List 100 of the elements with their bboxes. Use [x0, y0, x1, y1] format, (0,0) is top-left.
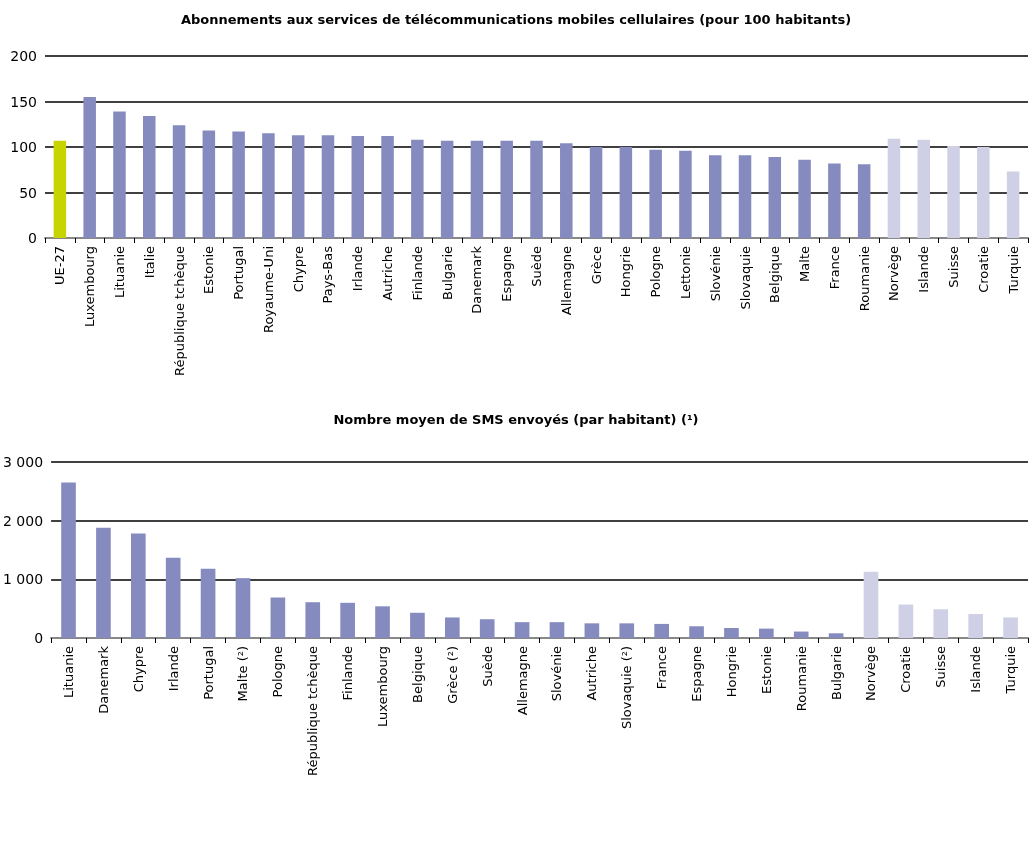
bar	[1006, 171, 1020, 238]
x-tick-label: Malte (²)	[235, 646, 251, 702]
x-tick-label: Lituanie	[111, 246, 127, 299]
x-tick-label: Grèce	[588, 246, 604, 285]
bar	[828, 633, 844, 638]
bar	[947, 146, 960, 238]
bar	[440, 140, 454, 238]
bar	[724, 628, 739, 638]
x-tick-label: France	[654, 646, 670, 690]
bar	[530, 140, 543, 238]
bar	[165, 557, 181, 638]
bar	[500, 140, 513, 238]
x-tick-label: Slovénie	[549, 646, 565, 702]
bar	[887, 138, 901, 238]
bar	[793, 631, 809, 638]
bar	[857, 164, 871, 238]
bar	[514, 622, 530, 638]
bar	[479, 619, 495, 638]
y-tick-label: 0	[34, 630, 44, 646]
x-tick-label: Allemagne	[558, 246, 574, 316]
x-tick-label: UE-27	[52, 246, 68, 285]
x-tick-label: Espagne	[689, 646, 705, 702]
bar	[305, 602, 321, 638]
bar	[172, 125, 186, 238]
x-tick-label: Croatie	[975, 246, 991, 293]
x-tick-label: Irlande	[350, 246, 366, 292]
x-tick-label: Luxembourg	[82, 246, 98, 328]
bar	[1003, 617, 1018, 638]
bar	[340, 602, 355, 638]
x-tick-label: Islande	[916, 246, 932, 293]
y-tick-label: 150	[10, 93, 37, 110]
bar	[679, 150, 692, 238]
x-tick-label: Lettonie	[677, 246, 693, 300]
bar	[863, 571, 879, 638]
bar	[411, 139, 424, 238]
bar	[130, 533, 146, 638]
x-tick-label: Turquie	[1003, 646, 1019, 695]
x-tick-label: Hongrie	[618, 246, 634, 298]
bar	[96, 527, 111, 638]
bar	[549, 622, 565, 638]
bar	[968, 613, 983, 638]
x-tick-label: Norvège	[863, 646, 879, 701]
bar	[798, 159, 811, 238]
y-tick-label: 100	[10, 139, 37, 155]
x-tick-label: Bulgarie	[828, 646, 844, 700]
bar	[470, 140, 484, 238]
x-tick-label: Luxembourg	[375, 646, 391, 728]
x-tick-label: Pays-Bas	[320, 245, 336, 304]
bar	[898, 604, 914, 638]
x-tick-label: Espagne	[499, 246, 515, 302]
bar	[235, 578, 251, 638]
x-tick-label: Slovaquie	[737, 246, 753, 310]
chart-title: Abonnements aux services de télécommunications mobiles cellulaires (pour 100 habitants)	[180, 12, 852, 27]
y-tick-label: 50	[19, 184, 37, 201]
x-tick-label: Roumanie	[856, 246, 872, 312]
bar	[113, 111, 126, 238]
x-tick-label: Malte	[797, 246, 813, 282]
bar	[689, 626, 704, 638]
bar	[589, 147, 603, 238]
bar	[291, 135, 305, 238]
y-tick-label: 2 000	[2, 512, 44, 529]
x-tick-label: Autriche	[584, 646, 600, 701]
x-tick-label: Autriche	[380, 246, 396, 301]
x-tick-label: Suisse	[946, 246, 962, 288]
bar	[977, 147, 990, 238]
bar	[410, 612, 425, 638]
x-tick-label: Lituanie	[61, 646, 77, 699]
bar	[738, 155, 752, 238]
bar	[200, 568, 216, 638]
x-tick-label: Grèce (²)	[444, 646, 460, 704]
bar	[53, 140, 67, 238]
bar	[83, 96, 96, 238]
x-tick-label: Finlande	[340, 646, 356, 701]
y-tick-label: 3 000	[2, 454, 44, 470]
bar	[933, 609, 949, 638]
x-tick-label: Islande	[968, 646, 984, 693]
x-tick-label: Norvège	[886, 246, 902, 301]
bar	[444, 617, 460, 638]
bar	[917, 139, 930, 238]
x-tick-label: Suisse	[933, 646, 949, 688]
x-tick-label: Belgique	[409, 646, 425, 703]
bar	[619, 623, 635, 638]
bar	[321, 135, 335, 238]
x-tick-label: Italie	[141, 246, 157, 279]
x-tick-label: Chypre	[130, 646, 146, 693]
x-tick-label: Suède	[479, 646, 495, 687]
x-tick-label: Estonie	[758, 646, 774, 694]
bar	[351, 136, 365, 238]
bar	[560, 143, 573, 238]
x-tick-label: France	[826, 246, 842, 290]
x-tick-label: Royaume-Uni	[260, 246, 276, 334]
y-tick-label: 0	[28, 230, 37, 246]
bar	[262, 133, 275, 238]
bar	[649, 149, 662, 238]
x-tick-label: Pologne	[648, 246, 664, 298]
bar	[375, 606, 390, 638]
x-tick-label: Hongrie	[723, 646, 739, 698]
bar	[619, 147, 633, 238]
x-tick-label: Slovénie	[707, 246, 723, 302]
bar	[232, 131, 245, 238]
